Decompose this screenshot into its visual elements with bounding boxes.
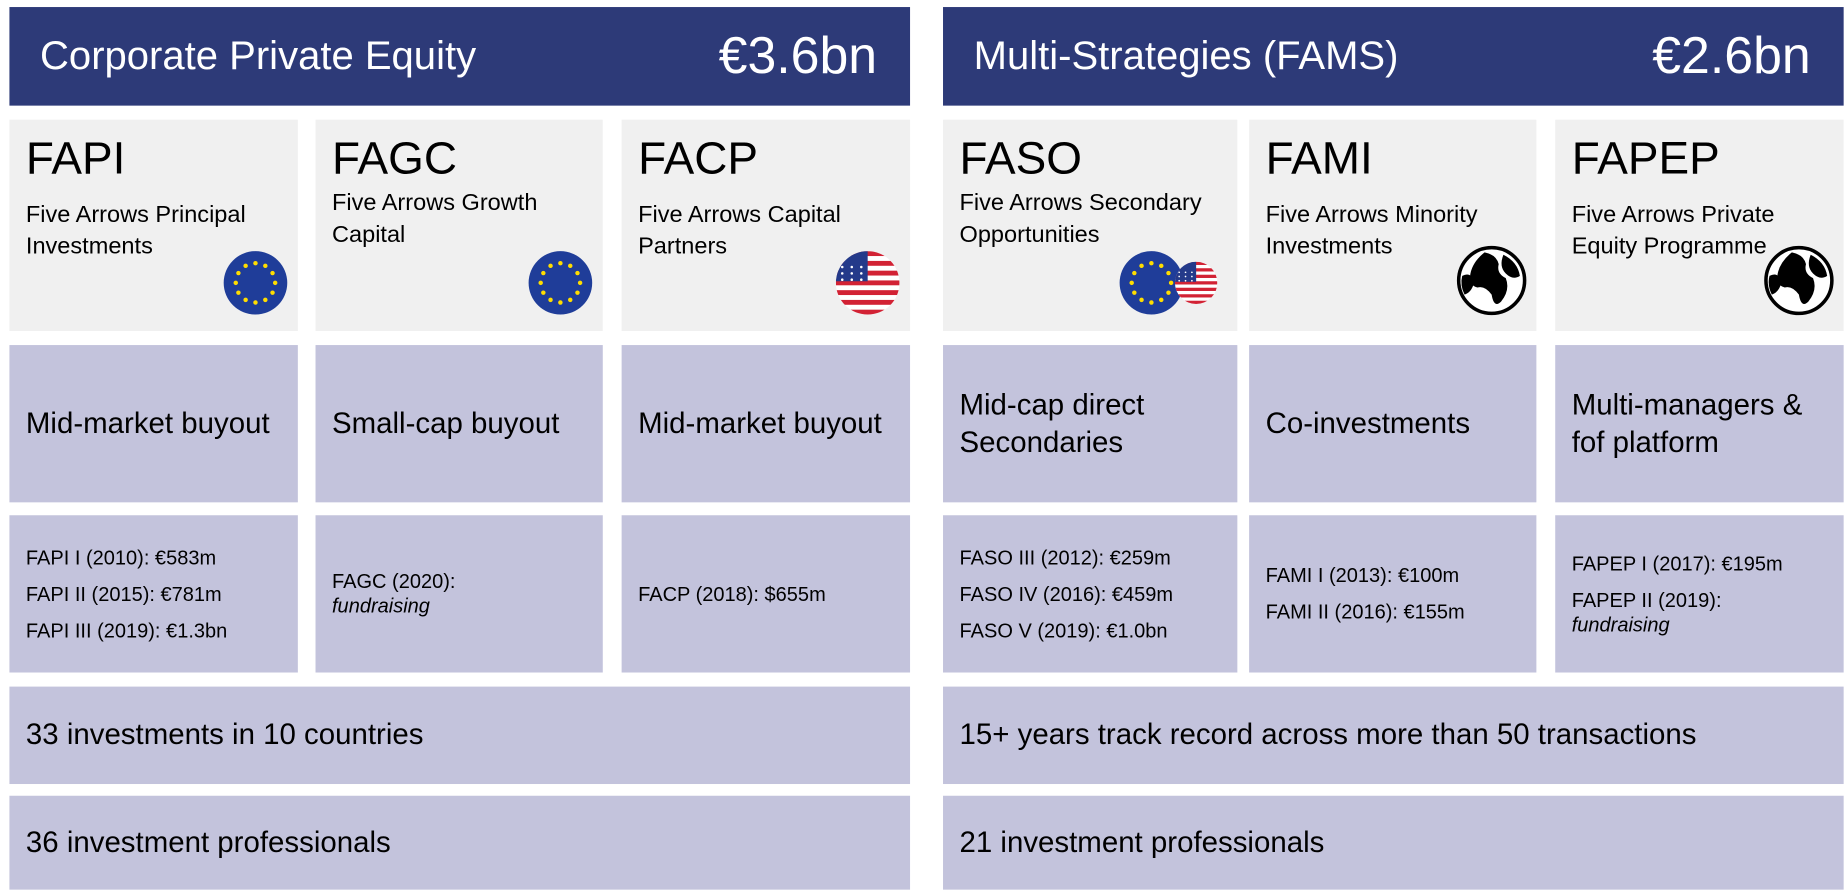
vintages: FACP (2018): $655m bbox=[621, 515, 911, 673]
region-icon bbox=[1113, 248, 1231, 324]
fund-name: Five Arrows Principal Investments bbox=[25, 201, 246, 260]
strategy-text: Mid-market buyout bbox=[638, 407, 882, 441]
strategy: Mid-cap direct Secondaries bbox=[943, 345, 1238, 503]
fund-name: Five Arrows Capital Partners bbox=[638, 201, 841, 260]
vintage: FAMI I (2013): €100m bbox=[1265, 564, 1460, 587]
strategy-text: Multi-managers & fof platform bbox=[1571, 388, 1803, 459]
fund-code: FACP bbox=[638, 133, 759, 185]
region-icon bbox=[220, 248, 291, 324]
fund-name: Five Arrows Minority Investments bbox=[1265, 201, 1478, 260]
strategy: Multi-managers & fof platform bbox=[1555, 345, 1844, 503]
vintage-status: fundraising bbox=[1571, 613, 1670, 636]
strategy-text: Co-investments bbox=[1265, 407, 1471, 441]
vintage: FAGC (2020): fundraising bbox=[332, 569, 586, 618]
region-icon bbox=[525, 248, 596, 324]
fund-code: FAGC bbox=[331, 133, 458, 185]
section-amount: €2.6bn bbox=[1652, 26, 1811, 85]
section-header: Multi-Strategies (FAMS) €2.6bn bbox=[943, 7, 1844, 106]
fact-text: 15+ years track record across more than … bbox=[959, 718, 1697, 752]
fact: 21 investment professionals bbox=[943, 795, 1844, 890]
vintage: FAPEP I (2017): €195m bbox=[1571, 552, 1783, 575]
strategy: Co-investments bbox=[1249, 345, 1537, 503]
fund-code: FAPEP bbox=[1571, 133, 1720, 185]
vintage: FASO III (2012): €259m bbox=[959, 546, 1171, 569]
vintage-status: fundraising bbox=[331, 595, 430, 618]
vintage: FAPI III (2019): €1.3bn bbox=[25, 619, 228, 642]
strategy: Mid-market buyout bbox=[9, 345, 298, 503]
region-icon bbox=[1454, 243, 1529, 324]
strategy-text: Small-cap buyout bbox=[331, 407, 560, 441]
vintages: FASO III (2012): €259m FASO IV (2016): €4… bbox=[943, 515, 1238, 673]
section-title: Multi-Strategies (FAMS) bbox=[973, 33, 1399, 79]
section-amount: €3.6bn bbox=[718, 26, 878, 85]
fund-name: Five Arrows Private Equity Programme bbox=[1571, 201, 1775, 260]
fund-card: FASO Five Arrows Secondary Opportunities bbox=[943, 119, 1238, 331]
section-title: Corporate Private Equity bbox=[40, 33, 477, 79]
fund-code: FASO bbox=[959, 133, 1082, 185]
fund-name: Five Arrows Growth Capital bbox=[331, 190, 538, 248]
fact: 33 investments in 10 countries bbox=[9, 686, 911, 785]
region-icon bbox=[832, 248, 903, 324]
vintage-label: FAPEP II (2019): bbox=[1571, 588, 1722, 611]
fund-card: FAPI Five Arrows Principal Investments bbox=[9, 119, 298, 331]
vintages: FAPEP I (2017): €195m FAPEP II (2019): fun… bbox=[1555, 515, 1844, 673]
vintages: FAMI I (2013): €100m FAMI II (2016): €155… bbox=[1249, 515, 1537, 673]
region-icon bbox=[1761, 243, 1836, 324]
vintages: FAGC (2020): fundraising bbox=[315, 515, 603, 673]
fund-card: FACP Five Arrows Capital Partners bbox=[621, 119, 911, 331]
vintage: FAPI II (2015): €781m bbox=[25, 582, 222, 606]
vintage: FASO V (2019): €1.0bn bbox=[959, 619, 1168, 642]
strategy-text: Mid-cap direct Secondaries bbox=[959, 388, 1145, 459]
vintage: FAMI II (2016): €155m bbox=[1265, 600, 1465, 624]
fund-code: FAMI bbox=[1265, 133, 1373, 185]
fund-name: Five Arrows Secondary Opportunities bbox=[959, 190, 1202, 248]
fund-code: FAPI bbox=[25, 133, 126, 185]
strategy: Small-cap buyout bbox=[315, 345, 603, 503]
fact-text: 36 investment professionals bbox=[25, 825, 391, 859]
fact-text: 21 investment professionals bbox=[959, 825, 1325, 859]
strategy: Mid-market buyout bbox=[621, 345, 911, 503]
vintages: FAPI I (2010): €583m FAPI II (2015): €781… bbox=[9, 515, 298, 673]
vintage: FAPEP II (2019): fundraising bbox=[1572, 587, 1827, 636]
vintage-label: FAGC (2020): bbox=[331, 570, 456, 593]
vintage: FASO IV (2016): €459m bbox=[959, 582, 1174, 606]
fact: 15+ years track record across more than … bbox=[943, 686, 1844, 785]
fact-text: 33 investments in 10 countries bbox=[25, 718, 424, 752]
fund-card: FAMI Five Arrows Minority Investments bbox=[1249, 119, 1537, 331]
vintage: FACP (2018): $655m bbox=[638, 582, 826, 606]
vintage: FAPI I (2010): €583m bbox=[25, 546, 217, 569]
strategy-text: Mid-market buyout bbox=[25, 407, 270, 441]
fund-card: FAPEP Five Arrows Private Equity Programm… bbox=[1555, 119, 1844, 331]
section-header: Corporate Private Equity €3.6bn bbox=[9, 7, 911, 106]
fund-card: FAGC Five Arrows Growth Capital bbox=[315, 119, 603, 331]
fact: 36 investment professionals bbox=[9, 795, 911, 890]
